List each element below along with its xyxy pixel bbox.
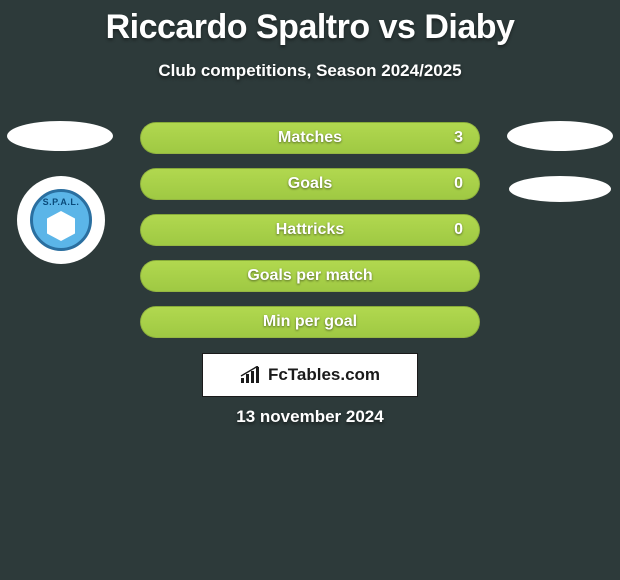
stat-row-hattricks: Hattricks 0 xyxy=(140,214,480,246)
player-left-avatar-placeholder xyxy=(7,121,113,151)
brand-text: FcTables.com xyxy=(268,365,380,385)
stat-value: 0 xyxy=(454,175,463,193)
stat-label: Hattricks xyxy=(276,221,344,239)
brand-box[interactable]: FcTables.com xyxy=(202,353,418,397)
page-title: Riccardo Spaltro vs Diaby xyxy=(0,0,620,47)
stat-row-min-per-goal: Min per goal xyxy=(140,306,480,338)
chart-bars-icon xyxy=(240,366,262,384)
player-right-avatar-placeholder xyxy=(507,121,613,151)
club-left-badge: S.P.A.L. xyxy=(17,176,105,264)
stat-row-goals: Goals 0 xyxy=(140,168,480,200)
club-left-label: S.P.A.L. xyxy=(43,197,80,207)
stat-label: Goals xyxy=(288,175,332,193)
stat-label: Matches xyxy=(278,129,342,147)
subtitle: Club competitions, Season 2024/2025 xyxy=(0,61,620,81)
club-right-badge-placeholder xyxy=(509,176,611,202)
stat-label: Min per goal xyxy=(263,313,357,331)
stat-value: 3 xyxy=(454,129,463,147)
stat-label: Goals per match xyxy=(247,267,372,285)
stat-value: 0 xyxy=(454,221,463,239)
stats-panel: Matches 3 Goals 0 Hattricks 0 Goals per … xyxy=(140,122,480,352)
date-line: 13 november 2024 xyxy=(0,407,620,427)
stat-row-matches: Matches 3 xyxy=(140,122,480,154)
club-left-shape xyxy=(47,211,75,241)
stat-row-goals-per-match: Goals per match xyxy=(140,260,480,292)
club-left-badge-inner: S.P.A.L. xyxy=(30,189,92,251)
